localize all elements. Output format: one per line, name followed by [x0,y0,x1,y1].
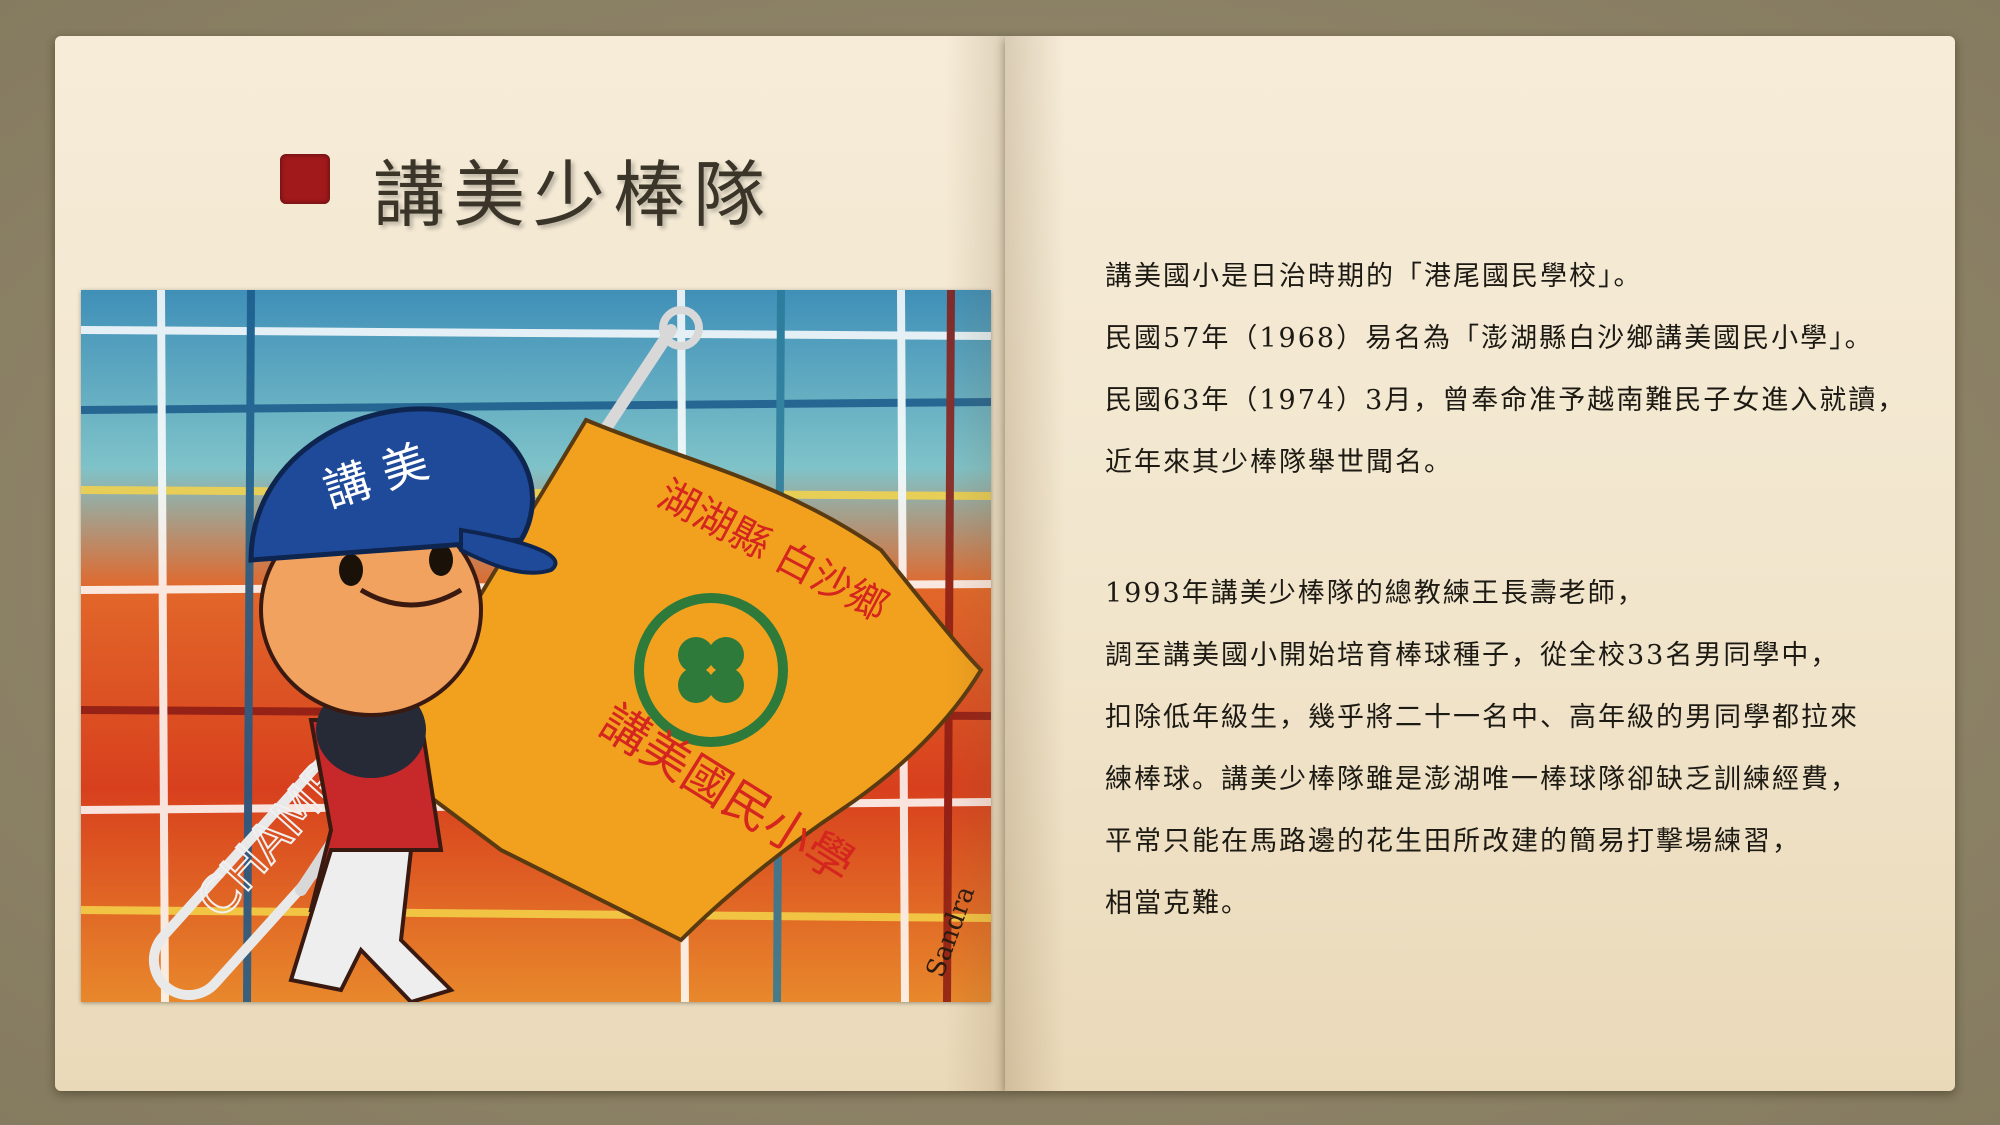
team-line: 扣除低年級生，幾乎將二十一名中、高年級的男同學都拉來 [1105,702,1859,733]
history-line: 民國63年（1974）3月，曾奉命准予越南難民子女進入就讀， [1105,385,1907,416]
team-line: 平常只能在馬路邊的花生田所改建的簡易打擊場練習， [1105,826,1801,857]
team-line: 練棒球。講美少棒隊雖是澎湖唯一棒球隊卻缺乏訓練經費， [1105,764,1859,795]
red-seal-icon [280,154,330,204]
team-line: 相當克難。 [1105,888,1250,919]
history-line: 近年來其少棒隊舉世聞名。 [1105,447,1453,478]
team-paragraph: 1993年講美少棒隊的總教練王長壽老師， 調至講美國小開始培育棒球種子，從全校3… [1105,563,1965,935]
baseball-painting: CHAMPION 湖湖縣 白沙鄉 講美國民小學 [81,290,991,1002]
team-line: 調至講美國小開始培育棒球種子，從全校33名男同學中， [1105,640,1840,671]
history-line: 講美國小是日治時期的「港尾國民學校」。 [1105,261,1643,292]
page-title: 講美少棒隊 [373,153,774,237]
history-line: 民國57年（1968）易名為「澎湖縣白沙鄉講美國民小學」。 [1105,323,1874,354]
team-line: 1993年講美少棒隊的總教練王長壽老師， [1105,578,1646,609]
left-page: 講美少棒隊 [55,36,1005,1091]
open-book: 講美少棒隊 [55,36,1955,1091]
history-paragraph: 講美國小是日治時期的「港尾國民學校」。 民國57年（1968）易名為「澎湖縣白沙… [1105,246,1965,494]
right-page: 講美國小是日治時期的「港尾國民學校」。 民國57年（1968）易名為「澎湖縣白沙… [1005,36,1955,1091]
